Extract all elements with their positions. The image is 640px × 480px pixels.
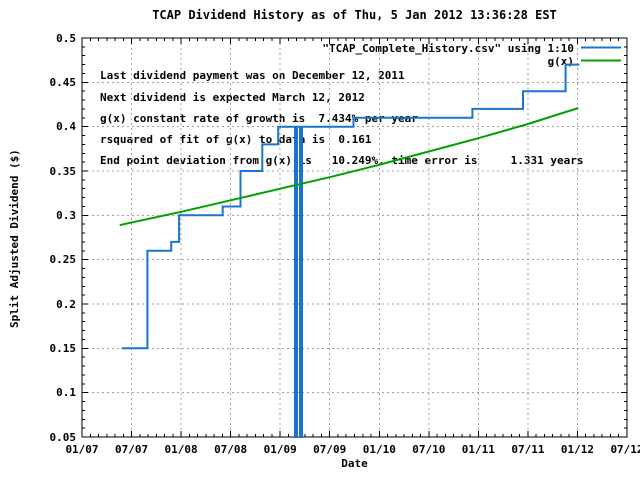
annotation-rsquared: rsquared of fit of g(x) to data is 0.161	[100, 133, 372, 146]
x-tick-label: 01/12	[560, 443, 595, 456]
x-axis-title: Date	[341, 457, 368, 470]
y-tick-label: 0.05	[49, 430, 77, 444]
y-tick-label: 0.4	[56, 120, 76, 134]
x-tick-label: 01/09	[263, 443, 297, 456]
x-tick-label: 07/07	[114, 443, 149, 456]
y-tick-label: 0.3	[56, 208, 76, 222]
annotation-last-dividend: Last dividend payment was on December 12…	[100, 69, 405, 82]
y-tick-label: 0.1	[56, 386, 76, 400]
annotation-end-deviation: End point deviation from g(x) is 10.249%…	[100, 154, 584, 167]
legend-label-fit: g(x)	[547, 55, 575, 68]
x-tick-label: 01/11	[461, 443, 495, 456]
y-tick-label: 0.15	[49, 341, 77, 355]
legend-label-history: "TCAP_Complete_History.csv" using 1:10	[322, 42, 574, 55]
x-tick-label: 07/12	[610, 443, 640, 456]
x-tick-label: 07/08	[214, 443, 248, 456]
x-tick-label: 01/07	[65, 443, 99, 456]
chart-title: TCAP Dividend History as of Thu, 5 Jan 2…	[152, 8, 557, 22]
x-tick-label: 01/08	[164, 443, 198, 456]
y-tick-label: 0.35	[49, 164, 77, 178]
x-tick-label: 07/10	[412, 443, 446, 456]
y-tick-label: 0.45	[49, 75, 77, 89]
x-tick-label: 01/10	[362, 443, 396, 456]
y-tick-label: 0.2	[56, 297, 76, 311]
y-tick-label: 0.5	[56, 31, 76, 45]
annotation-next-dividend: Next dividend is expected March 12, 2012	[100, 91, 365, 104]
annotation-growth-rate: g(x) constant rate of growth is 7.434% p…	[100, 112, 418, 125]
y-tick-label: 0.25	[49, 253, 77, 267]
x-tick-label: 07/11	[511, 443, 545, 456]
x-tick-label: 07/09	[313, 443, 347, 456]
